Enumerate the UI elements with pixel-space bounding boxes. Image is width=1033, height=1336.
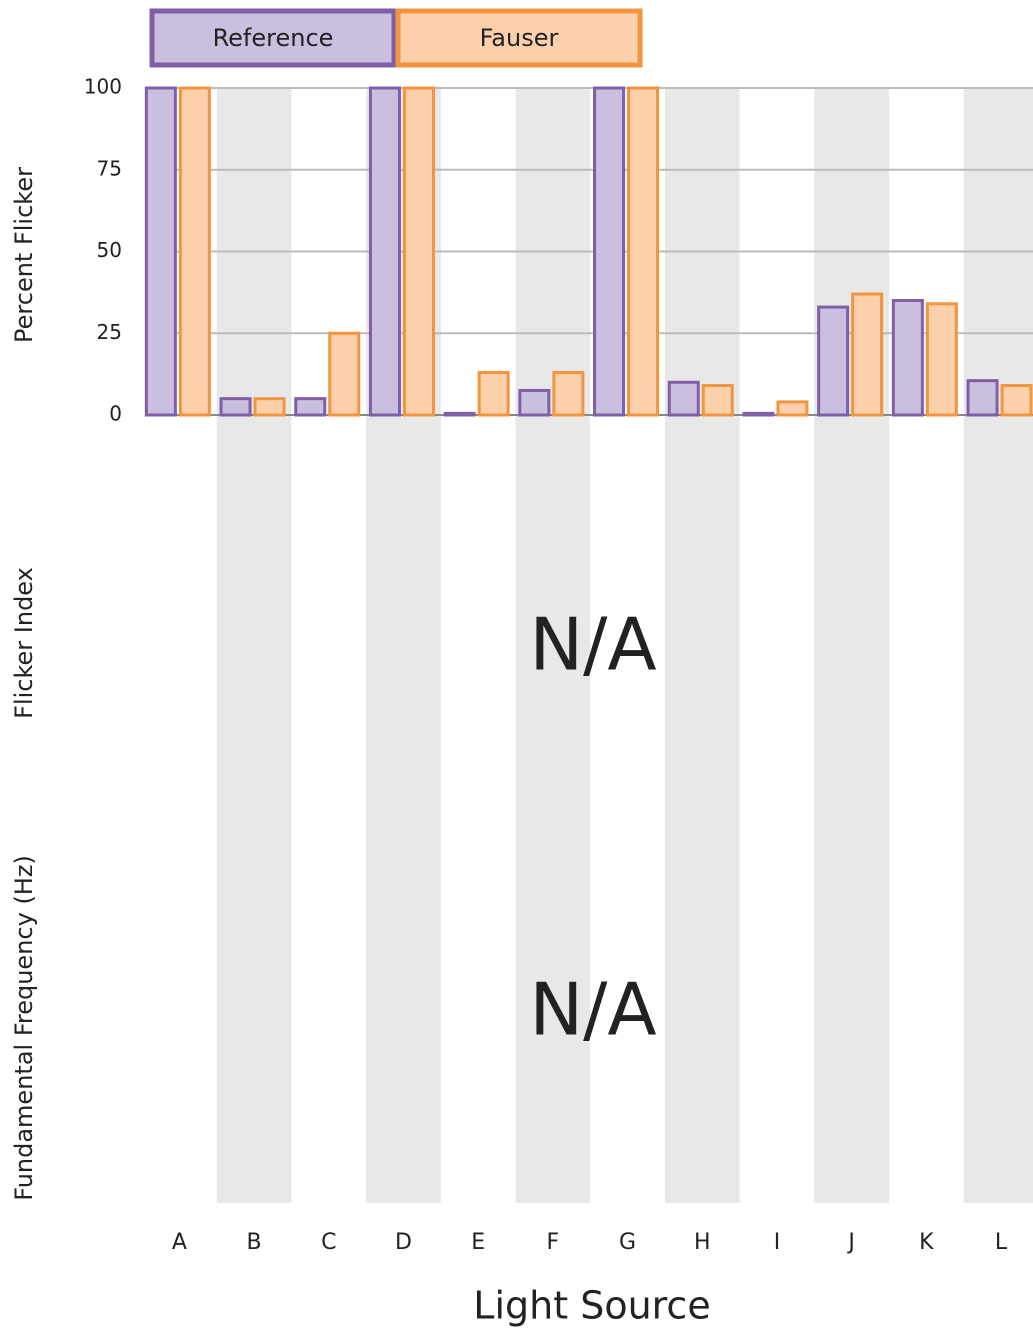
bar bbox=[742, 411, 775, 417]
bar bbox=[552, 370, 585, 417]
panel-text: N/A bbox=[529, 968, 656, 1052]
bar bbox=[891, 299, 924, 417]
bar bbox=[328, 331, 361, 417]
bar bbox=[1000, 384, 1033, 417]
bar bbox=[667, 380, 700, 417]
y-tick-label: 0 bbox=[109, 402, 122, 426]
legend-swatch bbox=[149, 8, 397, 68]
bar bbox=[966, 379, 999, 417]
legend-swatch bbox=[395, 8, 643, 68]
bar bbox=[144, 86, 177, 417]
x-axis-title: Light Source bbox=[473, 1284, 710, 1328]
band-stripe bbox=[963, 88, 1033, 1203]
band-stripe bbox=[814, 88, 889, 1203]
legend-label: Reference bbox=[213, 24, 334, 52]
bar bbox=[443, 411, 476, 417]
bar bbox=[817, 305, 850, 417]
y-tick-label: 50 bbox=[97, 238, 122, 262]
panel-y-title: Fundamental Frequency (Hz) bbox=[10, 855, 38, 1201]
legend-label: Fauser bbox=[480, 24, 559, 52]
bar bbox=[402, 86, 435, 417]
bar bbox=[925, 302, 958, 417]
x-tick-label: F bbox=[547, 1230, 560, 1255]
x-tick-label: K bbox=[919, 1230, 934, 1255]
bar bbox=[294, 397, 327, 417]
bar bbox=[477, 370, 510, 417]
y-tick-label: 25 bbox=[97, 320, 122, 344]
band-stripe bbox=[515, 88, 591, 1203]
bar bbox=[518, 388, 551, 417]
bar bbox=[627, 86, 660, 417]
bar bbox=[701, 384, 734, 417]
x-tick-label: L bbox=[995, 1230, 1008, 1255]
y-tick-label: 75 bbox=[97, 156, 122, 180]
band-stripe bbox=[216, 88, 292, 1203]
x-tick-label: G bbox=[619, 1230, 636, 1255]
x-tick-label: C bbox=[321, 1230, 336, 1255]
bar bbox=[776, 400, 809, 417]
x-tick-label: B bbox=[247, 1230, 262, 1255]
x-tick-label: A bbox=[172, 1230, 187, 1255]
bar bbox=[593, 86, 626, 417]
panel-text: N/A bbox=[529, 603, 656, 687]
bar bbox=[253, 397, 286, 417]
bar bbox=[178, 86, 211, 417]
bar bbox=[851, 292, 884, 417]
x-tick-label: E bbox=[471, 1230, 485, 1255]
x-tick-label: I bbox=[774, 1230, 781, 1255]
y-tick-label: 100 bbox=[84, 75, 122, 99]
bar bbox=[368, 86, 401, 417]
x-tick-label: H bbox=[694, 1230, 711, 1255]
x-tick-label: J bbox=[846, 1230, 855, 1255]
y-axis-title: Percent Flicker bbox=[10, 167, 38, 343]
x-tick-label: D bbox=[395, 1230, 412, 1255]
panel-y-title: Flicker Index bbox=[10, 567, 38, 719]
band-stripe bbox=[664, 88, 740, 1203]
bar bbox=[219, 397, 252, 417]
